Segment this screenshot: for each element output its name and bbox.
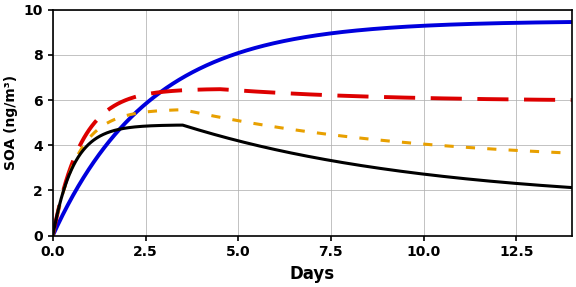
Y-axis label: SOA (ng/m³): SOA (ng/m³) <box>4 75 18 170</box>
X-axis label: Days: Days <box>290 265 335 283</box>
